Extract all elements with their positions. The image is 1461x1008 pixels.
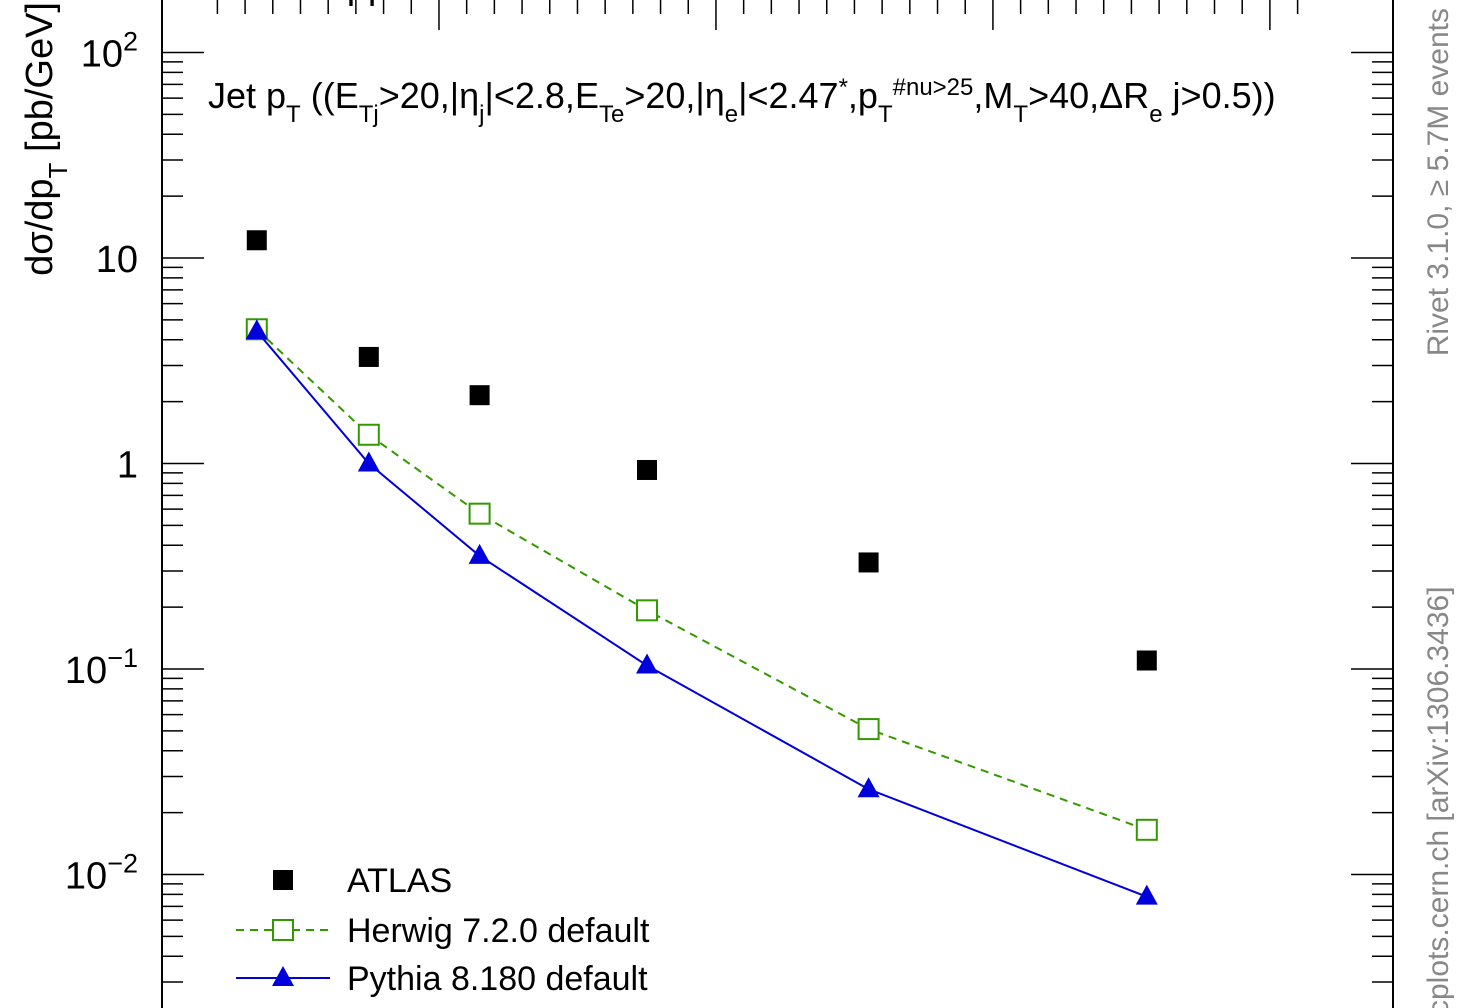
plot-label: Jet pT ((ETj>20,|ηj|<2.8,ETe>20,|ηe|<2.4… [208,74,1276,128]
data-point [858,552,879,573]
side-label-rivet: Rivet 3.1.0, ≥ 5.7M events [1422,8,1455,356]
plot-border [161,0,1394,1008]
top-title: 7000 GeV pp [165,0,389,7]
data-point [1135,884,1158,905]
top-right-label: W [1349,0,1385,7]
legend-marker [272,919,294,941]
data-point [468,543,491,564]
data-point [1136,650,1157,671]
plot-frame [161,0,1394,1008]
y-tick-label: 10 [96,239,138,281]
data-point [857,777,880,798]
series-line [256,328,1148,831]
legend-entry: Herwig 7.2.0 default [236,912,650,950]
y-tick-label: 102 [81,27,138,76]
data-point [857,718,880,741]
labels: 7000 GeV pp W Jet pT ((ETj>20,|ηj|<2.8,ETe… [19,0,1455,1008]
y-tick-label: 10−2 [65,849,138,898]
data-point [469,385,490,406]
data-point [246,230,267,251]
y-tick-label: 1 [117,445,138,487]
data-point [358,346,379,367]
y-tick-label: 10−1 [65,643,138,692]
legend: ATLAS Herwig 7.2.0 default Pythia 8.180 de… [236,862,650,998]
series-herwig-7-2-0-default [245,318,1158,841]
y-axis-label: dσ/dpT [pb/GeV] [19,2,73,276]
legend-entry: ATLAS [273,862,452,900]
legend-label: Pythia 8.180 default [347,960,648,998]
legend-entry: Pythia 8.180 default [236,960,648,998]
data-point [245,319,268,340]
legend-label: ATLAS [347,862,452,900]
series-line [256,330,1148,898]
side-label-mcplots: mcplots.cern.ch [arXiv:1306.3436] [1422,586,1455,1008]
data-point [468,502,491,525]
series-layer [245,230,1158,905]
data-point [636,653,659,674]
legend-label: Herwig 7.2.0 default [347,912,650,950]
legend-marker [273,870,293,890]
legend-marker [272,966,294,986]
data-point [357,451,380,472]
data-point [636,599,659,622]
x-axis-ticks [216,0,1299,30]
series-atlas [246,230,1157,671]
data-point [357,423,380,446]
data-point [637,459,658,480]
series-pythia-8-180-default [245,319,1158,905]
y-axis: 102 10 1 10−1 10−2 [65,27,1393,983]
data-point [1135,818,1158,841]
